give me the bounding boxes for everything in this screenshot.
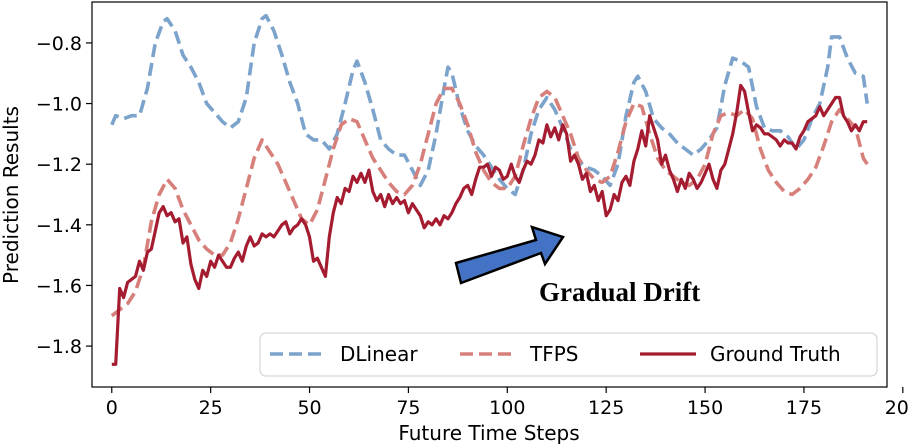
gradual-drift-annotation: Gradual Drift (454, 225, 700, 307)
x-tick-label: 25 (199, 397, 223, 419)
legend-frame (259, 332, 878, 377)
x-tick-label: 200 (885, 397, 908, 419)
x-tick-label: 75 (396, 397, 420, 419)
legend-item-ground-truth: Ground Truth (640, 342, 841, 366)
axes: 0 25 50 75 100 125 150 175 200 −1.8 −1.6 −1.4 −1.2 −1… (36, 1, 908, 419)
x-tick-label: 150 (687, 397, 723, 419)
x-tick-label: 125 (588, 397, 624, 419)
y-tick-label: −1.8 (36, 336, 82, 358)
y-tick-label: −0.8 (36, 33, 82, 55)
legend: DLinear TFPS Ground Truth (259, 332, 878, 377)
x-tick-label: 50 (297, 397, 321, 419)
x-tick-label: 175 (786, 397, 822, 419)
y-tick-label: −1.0 (36, 94, 82, 116)
series-lines (110, 13, 869, 366)
y-tick-label: −1.4 (36, 215, 82, 237)
drift-annotation-label: Gradual Drift (539, 277, 700, 307)
legend-label-dlinear: DLinear (340, 342, 418, 366)
legend-item-dlinear: DLinear (270, 342, 418, 366)
y-axis-label: Prediction Results (0, 106, 23, 284)
legend-label-tfps: TFPS (529, 342, 578, 366)
x-tick-label: 100 (489, 397, 525, 419)
drift-arrow (454, 225, 565, 285)
series-line-dlinear (110, 13, 869, 197)
plot-frame (91, 1, 888, 388)
series-line-tfps (110, 86, 869, 318)
series-line-ground-truth (111, 83, 868, 366)
y-tick-label: −1.6 (36, 275, 82, 297)
legend-item-tfps: TFPS (460, 342, 578, 366)
y-tick-label: −1.2 (36, 154, 82, 176)
x-axis-label: Future Time Steps (398, 421, 579, 444)
legend-label-ground-truth: Ground Truth (710, 342, 841, 366)
x-tick-label: 0 (106, 397, 118, 419)
